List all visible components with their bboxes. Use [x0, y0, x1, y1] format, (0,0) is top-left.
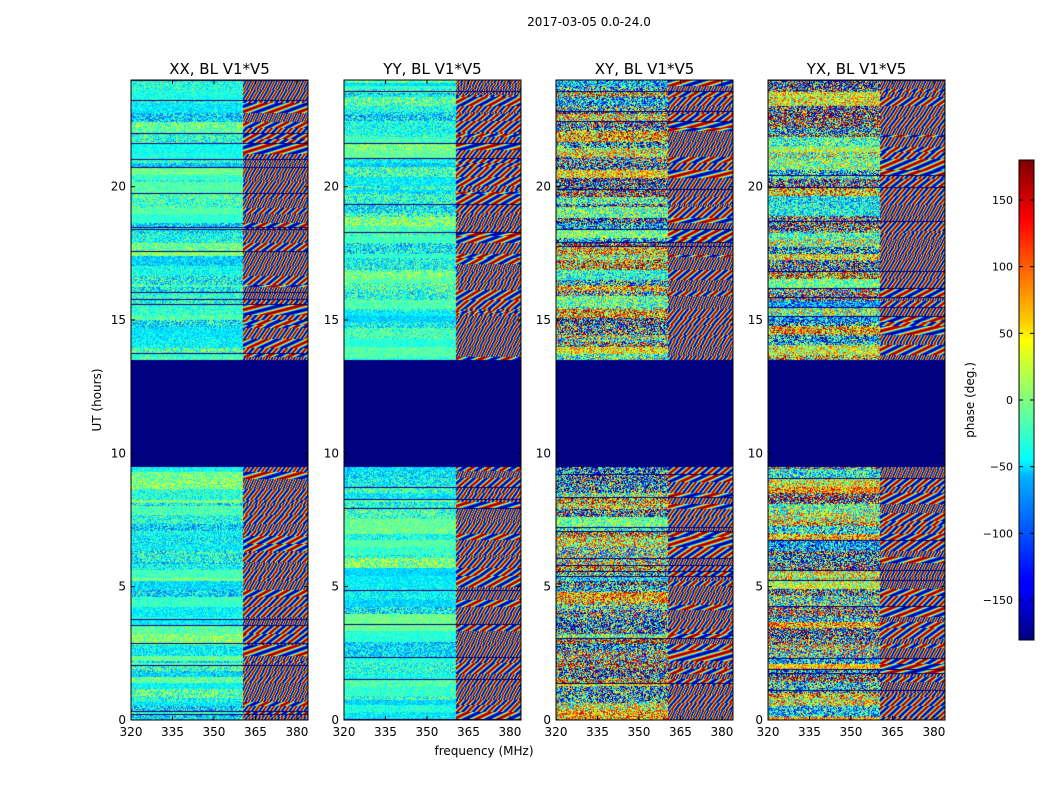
y-tick-label: 5 [118, 580, 126, 594]
colorbar-label: phase (deg.) [963, 362, 977, 438]
y-tick-label: 20 [748, 180, 763, 194]
y-axis-label: UT (hours) [90, 368, 104, 431]
x-tick-label: 335 [161, 725, 184, 739]
x-tick-label: 350 [203, 725, 226, 739]
x-tick-label: 380 [922, 725, 945, 739]
x-tick-label: 335 [374, 725, 397, 739]
panel-title: YY, BL V1*V5 [382, 60, 481, 78]
x-tick-label: 320 [545, 725, 568, 739]
x-tick-label: 335 [798, 725, 821, 739]
panel-frame [343, 79, 522, 721]
y-tick-label: 5 [543, 580, 551, 594]
x-tick-label: 320 [333, 725, 356, 739]
y-tick-label: 0 [118, 713, 126, 727]
panel-title: XX, BL V1*V5 [169, 60, 270, 78]
heatmap-image [131, 80, 308, 720]
y-tick-label: 15 [748, 313, 763, 327]
x-tick-label: 380 [498, 725, 521, 739]
x-tick-label: 335 [586, 725, 609, 739]
panel-frame [555, 79, 734, 721]
y-tick-label: 20 [324, 180, 339, 194]
x-tick-label: 365 [881, 725, 904, 739]
x-tick-label: 380 [710, 725, 733, 739]
colorbar-tick-label: 100 [992, 261, 1013, 274]
colorbar: −150 −100 −50 0 50 100 150 phase (deg.) [963, 159, 1035, 641]
colorbar-tick-label: 0 [1006, 394, 1013, 407]
y-tick-label: 10 [324, 446, 339, 460]
y-tick-label: 10 [748, 446, 763, 460]
y-tick-label: 5 [755, 580, 763, 594]
y-tick-label: 5 [331, 580, 339, 594]
y-tick-label: 10 [111, 446, 126, 460]
panel-3: YX, BL V1*V5 320 335 350 365 380 0 5 10 15 20 [748, 60, 946, 739]
panel-frame [767, 79, 946, 721]
x-axis-label: frequency (MHz) [434, 744, 533, 758]
x-tick-label: 350 [416, 725, 439, 739]
y-tick-label: 10 [536, 446, 551, 460]
panel-title: YX, BL V1*V5 [806, 60, 907, 78]
x-tick-label: 350 [628, 725, 651, 739]
x-tick-label: 320 [757, 725, 780, 739]
y-tick-label: 15 [324, 313, 339, 327]
colorbar-ticks: −150 −100 −50 0 50 100 150 [983, 194, 1034, 607]
x-tick-label: 365 [669, 725, 692, 739]
y-tick-label: 15 [536, 313, 551, 327]
y-tick-label: 0 [755, 713, 763, 727]
x-tick-label: 365 [457, 725, 480, 739]
x-tick-label: 320 [120, 725, 143, 739]
y-tick-label: 0 [331, 713, 339, 727]
panel-2: XY, BL V1*V5 320 335 350 365 380 0 5 10 15 20 [536, 60, 734, 739]
y-tick-label: 15 [111, 313, 126, 327]
y-tick-label: 20 [111, 180, 126, 194]
heatmap-image [768, 80, 945, 720]
colorbar-tick-label: 150 [992, 194, 1013, 207]
x-tick-label: 380 [285, 725, 308, 739]
colorbar-tick-label: −50 [990, 461, 1013, 474]
colorbar-tick-label: 50 [999, 327, 1013, 340]
panel-title: XY, BL V1*V5 [595, 60, 695, 78]
y-tick-label: 0 [543, 713, 551, 727]
colorbar-tick-label: −150 [983, 594, 1013, 607]
x-tick-label: 350 [840, 725, 863, 739]
panel-1: YY, BL V1*V5 320 335 350 365 380 0 5 10 15 20 [324, 60, 522, 739]
heatmap-image [556, 80, 733, 720]
panel-0: XX, BL V1*V5 320 335 350 365 380 0 5 10 15 20 [111, 60, 309, 739]
heatmap-image [344, 80, 521, 720]
panel-frame [130, 79, 309, 721]
x-tick-label: 365 [244, 725, 267, 739]
colorbar-tick-label: −100 [983, 527, 1013, 540]
figure-suptitle: 2017-03-05 0.0-24.0 [527, 15, 651, 29]
y-tick-label: 20 [536, 180, 551, 194]
